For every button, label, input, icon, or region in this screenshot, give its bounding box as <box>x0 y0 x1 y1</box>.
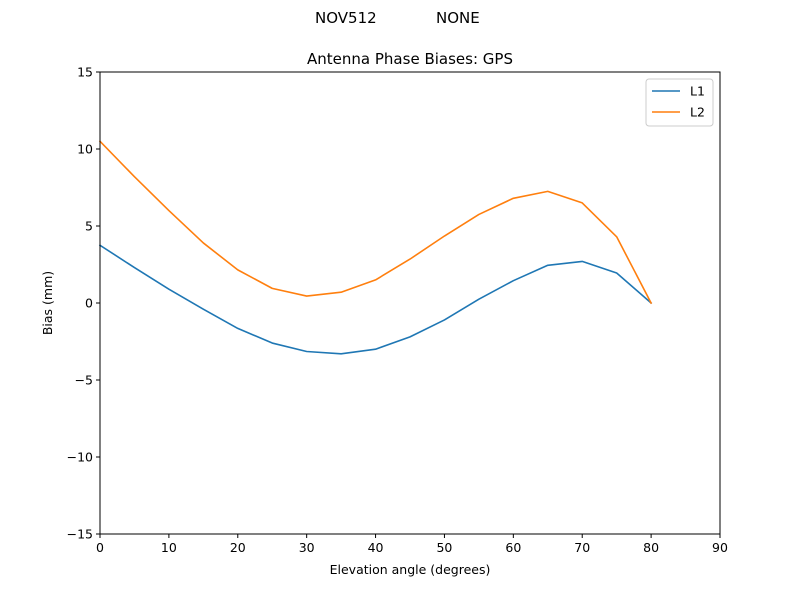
antenna-name: NOV512 <box>315 9 377 27</box>
legend-label-l1: L1 <box>690 84 705 99</box>
y-axis-label: Bias (mm) <box>40 271 55 335</box>
x-tick-label: 60 <box>505 540 521 555</box>
radome-name: NONE <box>436 9 480 27</box>
x-tick-label: 50 <box>436 540 452 555</box>
x-tick-label: 40 <box>368 540 384 555</box>
y-tick-label: 10 <box>77 142 93 157</box>
series-line-l1 <box>98 244 653 355</box>
x-tick-label: 70 <box>574 540 590 555</box>
x-axis: 0 10 20 30 40 50 60 70 80 90 <box>96 534 728 555</box>
y-tick-label: 15 <box>77 65 93 80</box>
x-tick-label: 90 <box>712 540 728 555</box>
x-tick-label: 80 <box>643 540 659 555</box>
y-tick-label: −15 <box>67 527 93 542</box>
x-tick-label: 0 <box>96 540 104 555</box>
chart-title: Antenna Phase Biases: GPS <box>307 50 513 68</box>
series-line-l2 <box>98 140 653 305</box>
y-tick-label: −10 <box>67 450 93 465</box>
y-tick-label: 5 <box>85 219 93 234</box>
x-tick-label: 10 <box>161 540 177 555</box>
y-tick-label: −5 <box>75 373 93 388</box>
series-layer <box>98 140 653 355</box>
x-tick-label: 20 <box>230 540 246 555</box>
y-axis: −15 −10 −5 0 5 10 15 <box>67 65 100 542</box>
y-tick-label: 0 <box>85 296 93 311</box>
x-axis-label: Elevation angle (degrees) <box>330 562 491 577</box>
x-tick-label: 30 <box>299 540 315 555</box>
legend-label-l2: L2 <box>690 105 705 120</box>
